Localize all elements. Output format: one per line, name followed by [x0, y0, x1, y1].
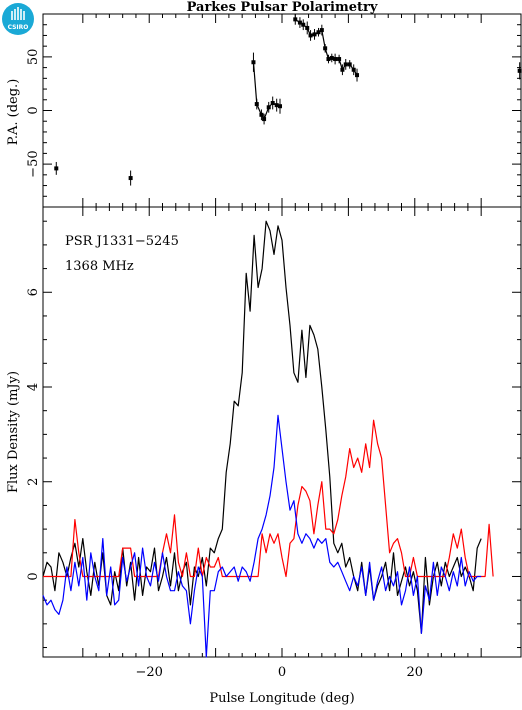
pa-point — [266, 105, 271, 110]
pa-point — [329, 55, 334, 60]
pa-connector — [252, 62, 281, 121]
x-tick-label: 0 — [278, 665, 286, 680]
flux-y-tick-label: 0 — [26, 572, 41, 580]
flux-axis-label: Flux Density (mJy) — [6, 371, 21, 493]
pa-point — [270, 100, 275, 105]
pa-point — [54, 166, 59, 171]
pa-point — [278, 104, 283, 109]
pa-point — [312, 32, 317, 37]
pa-point — [517, 68, 522, 73]
pa-point — [297, 20, 302, 25]
pa-point — [274, 103, 279, 108]
pa-point — [337, 57, 342, 62]
logo-text: CSIRO — [8, 24, 29, 31]
pa-point — [305, 25, 310, 30]
pa-point — [355, 73, 360, 78]
circular-polarization-line — [42, 414, 482, 658]
pa-point — [340, 67, 345, 72]
pa-point — [343, 62, 348, 67]
x-tick-label: 20 — [407, 665, 424, 680]
pa-point — [254, 102, 259, 107]
frequency-annotation: 1368 MHz — [65, 259, 134, 274]
pa-point — [319, 28, 324, 33]
pa-point — [326, 57, 331, 62]
chart-title: Parkes Pulsar Polarimetry — [187, 0, 378, 15]
pa-point — [301, 22, 306, 27]
flux-y-tick-label: 4 — [26, 383, 41, 391]
flux-y-tick-label: 6 — [26, 288, 41, 296]
pa-point — [128, 176, 133, 181]
pa-y-tick-label: 50 — [26, 49, 41, 66]
pa-axis-label: P.A. (deg.) — [6, 79, 21, 146]
pa-point — [262, 117, 267, 122]
x-axis-label: Pulse Longitude (deg) — [209, 691, 354, 706]
pa-point — [308, 33, 313, 38]
csiro-logo: CSIRO — [2, 3, 34, 35]
pa-point — [347, 62, 352, 67]
pa-point — [323, 46, 328, 51]
pa-panel-frame — [42, 13, 522, 208]
axis-ticks: −20 0 20 −50 0 50 0 2 4 6 — [26, 13, 521, 680]
pa-point — [316, 30, 321, 35]
pa-points — [54, 14, 522, 186]
x-tick-label: −20 — [136, 665, 163, 680]
pa-point — [293, 17, 298, 22]
pa-y-tick-label: −50 — [26, 150, 41, 177]
pa-point — [259, 112, 264, 117]
total-intensity-line — [42, 220, 482, 634]
pa-point — [351, 67, 356, 72]
pa-point — [333, 57, 338, 62]
linear-polarization-line — [43, 419, 494, 578]
pulsar-name-annotation: PSR J1331−5245 — [65, 234, 179, 249]
flux-lines — [42, 220, 494, 658]
pa-y-tick-label: 0 — [26, 106, 41, 114]
pa-point — [251, 60, 256, 65]
flux-y-tick-label: 2 — [26, 478, 41, 486]
